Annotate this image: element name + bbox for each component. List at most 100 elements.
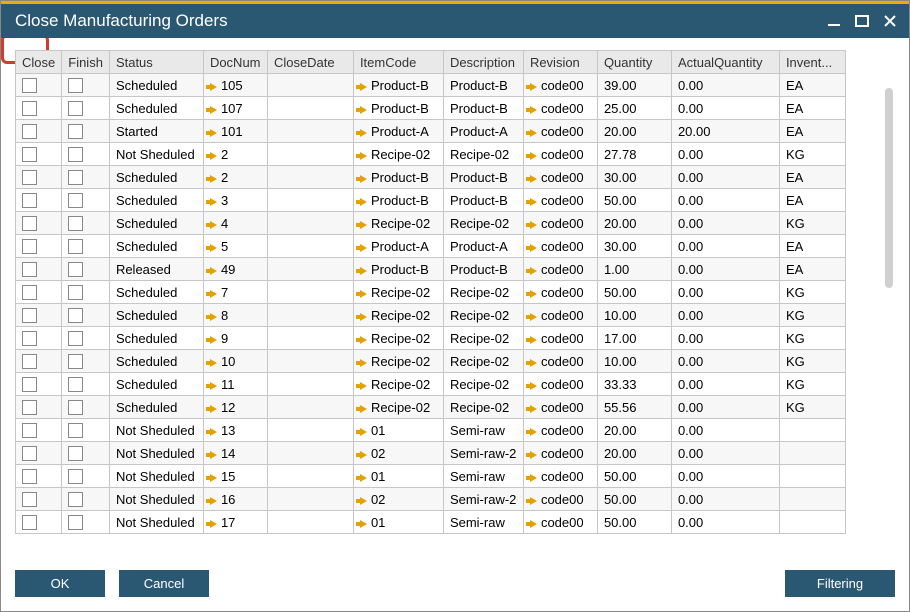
link-arrow-icon[interactable] <box>360 221 367 229</box>
link-arrow-icon[interactable] <box>210 336 217 344</box>
link-arrow-icon[interactable] <box>530 451 537 459</box>
finish-checkbox[interactable] <box>68 354 83 369</box>
link-arrow-icon[interactable] <box>210 221 217 229</box>
link-arrow-icon[interactable] <box>360 290 367 298</box>
link-arrow-icon[interactable] <box>360 198 367 206</box>
close-icon[interactable] <box>881 12 899 30</box>
maximize-icon[interactable] <box>853 12 871 30</box>
cancel-button[interactable]: Cancel <box>119 570 209 597</box>
link-arrow-icon[interactable] <box>210 382 217 390</box>
table-row[interactable]: Released49Product-BProduct-Bcode001.000.… <box>16 258 846 281</box>
close-checkbox[interactable] <box>22 170 37 185</box>
close-checkbox[interactable] <box>22 400 37 415</box>
link-arrow-icon[interactable] <box>530 152 537 160</box>
finish-checkbox[interactable] <box>68 193 83 208</box>
table-row[interactable]: Not Sheduled1301Semi-rawcode0020.000.00 <box>16 419 846 442</box>
link-arrow-icon[interactable] <box>360 106 367 114</box>
table-row[interactable]: Scheduled5Product-AProduct-Acode0030.000… <box>16 235 846 258</box>
close-checkbox[interactable] <box>22 492 37 507</box>
table-row[interactable]: Not Sheduled2Recipe-02Recipe-02code0027.… <box>16 143 846 166</box>
close-checkbox[interactable] <box>22 354 37 369</box>
link-arrow-icon[interactable] <box>210 313 217 321</box>
link-arrow-icon[interactable] <box>530 313 537 321</box>
finish-checkbox[interactable] <box>68 492 83 507</box>
table-row[interactable]: Not Sheduled1402Semi-raw-2code0020.000.0… <box>16 442 846 465</box>
link-arrow-icon[interactable] <box>210 428 217 436</box>
table-row[interactable]: Scheduled10Recipe-02Recipe-02code0010.00… <box>16 350 846 373</box>
close-checkbox[interactable] <box>22 377 37 392</box>
table-row[interactable]: Not Sheduled1501Semi-rawcode0050.000.00 <box>16 465 846 488</box>
link-arrow-icon[interactable] <box>210 244 217 252</box>
close-checkbox[interactable] <box>22 331 37 346</box>
finish-checkbox[interactable] <box>68 469 83 484</box>
finish-checkbox[interactable] <box>68 308 83 323</box>
finish-checkbox[interactable] <box>68 239 83 254</box>
link-arrow-icon[interactable] <box>530 83 537 91</box>
column-header-actualqty[interactable]: ActualQuantity <box>671 51 779 74</box>
finish-checkbox[interactable] <box>68 423 83 438</box>
link-arrow-icon[interactable] <box>210 451 217 459</box>
close-checkbox[interactable] <box>22 239 37 254</box>
vertical-scrollbar-thumb[interactable] <box>885 88 893 288</box>
filtering-button[interactable]: Filtering <box>785 570 895 597</box>
finish-checkbox[interactable] <box>68 147 83 162</box>
finish-checkbox[interactable] <box>68 331 83 346</box>
close-checkbox[interactable] <box>22 423 37 438</box>
table-row[interactable]: Scheduled7Recipe-02Recipe-02code0050.000… <box>16 281 846 304</box>
column-header-quantity[interactable]: Quantity <box>597 51 671 74</box>
column-header-description[interactable]: Description <box>443 51 523 74</box>
link-arrow-icon[interactable] <box>530 244 537 252</box>
link-arrow-icon[interactable] <box>360 313 367 321</box>
link-arrow-icon[interactable] <box>360 497 367 505</box>
finish-checkbox[interactable] <box>68 377 83 392</box>
link-arrow-icon[interactable] <box>530 267 537 275</box>
link-arrow-icon[interactable] <box>360 267 367 275</box>
close-checkbox[interactable] <box>22 308 37 323</box>
link-arrow-icon[interactable] <box>360 405 367 413</box>
link-arrow-icon[interactable] <box>360 520 367 528</box>
link-arrow-icon[interactable] <box>210 198 217 206</box>
table-row[interactable]: Started101Product-AProduct-Acode0020.002… <box>16 120 846 143</box>
link-arrow-icon[interactable] <box>360 83 367 91</box>
link-arrow-icon[interactable] <box>210 520 217 528</box>
link-arrow-icon[interactable] <box>360 129 367 137</box>
column-header-close[interactable]: Close <box>16 51 62 74</box>
link-arrow-icon[interactable] <box>360 428 367 436</box>
table-row[interactable]: Not Sheduled1602Semi-raw-2code0050.000.0… <box>16 488 846 511</box>
finish-checkbox[interactable] <box>68 285 83 300</box>
link-arrow-icon[interactable] <box>530 221 537 229</box>
close-checkbox[interactable] <box>22 78 37 93</box>
column-header-docnum[interactable]: DocNum <box>203 51 267 74</box>
column-header-status[interactable]: Status <box>109 51 203 74</box>
link-arrow-icon[interactable] <box>530 106 537 114</box>
link-arrow-icon[interactable] <box>360 336 367 344</box>
link-arrow-icon[interactable] <box>530 382 537 390</box>
ok-button[interactable]: OK <box>15 570 105 597</box>
table-row[interactable]: Scheduled9Recipe-02Recipe-02code0017.000… <box>16 327 846 350</box>
table-row[interactable]: Scheduled8Recipe-02Recipe-02code0010.000… <box>16 304 846 327</box>
finish-checkbox[interactable] <box>68 515 83 530</box>
close-checkbox[interactable] <box>22 285 37 300</box>
column-header-itemcode[interactable]: ItemCode <box>353 51 443 74</box>
column-header-revision[interactable]: Revision <box>523 51 597 74</box>
finish-checkbox[interactable] <box>68 124 83 139</box>
link-arrow-icon[interactable] <box>530 175 537 183</box>
close-checkbox[interactable] <box>22 262 37 277</box>
link-arrow-icon[interactable] <box>210 474 217 482</box>
table-row[interactable]: Scheduled12Recipe-02Recipe-02code0055.56… <box>16 396 846 419</box>
finish-checkbox[interactable] <box>68 78 83 93</box>
link-arrow-icon[interactable] <box>210 83 217 91</box>
close-checkbox[interactable] <box>22 216 37 231</box>
link-arrow-icon[interactable] <box>360 175 367 183</box>
finish-checkbox[interactable] <box>68 262 83 277</box>
close-checkbox[interactable] <box>22 124 37 139</box>
link-arrow-icon[interactable] <box>210 152 217 160</box>
table-row[interactable]: Scheduled4Recipe-02Recipe-02code0020.000… <box>16 212 846 235</box>
column-header-closedate[interactable]: CloseDate <box>267 51 353 74</box>
link-arrow-icon[interactable] <box>210 106 217 114</box>
close-checkbox[interactable] <box>22 515 37 530</box>
link-arrow-icon[interactable] <box>530 198 537 206</box>
link-arrow-icon[interactable] <box>530 129 537 137</box>
link-arrow-icon[interactable] <box>530 520 537 528</box>
link-arrow-icon[interactable] <box>210 267 217 275</box>
